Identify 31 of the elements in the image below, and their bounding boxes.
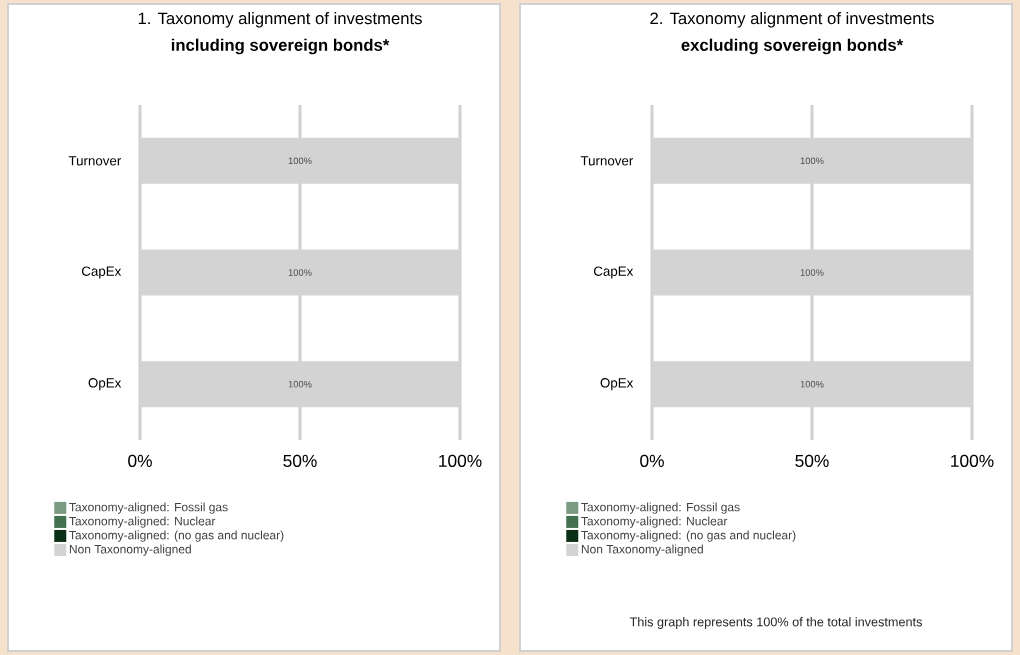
data-label: 100% <box>800 269 824 276</box>
text: This graph represents 100% of the total investments <box>629 617 922 629</box>
y-tick-label: CapEx <box>81 266 122 279</box>
chart-title: 2. Taxonomy alignment of investments <box>650 12 934 28</box>
data-label: 100% <box>800 157 824 165</box>
y-tick-label: OpEx <box>600 378 634 391</box>
legend-label: Taxonomy-aligned: Fossil gas <box>69 502 228 514</box>
x-tick-label: 100% <box>951 454 994 467</box>
legend-label: Taxonomy-aligned: Nuclear <box>69 516 216 528</box>
legend-label: Taxonomy-aligned: Nuclear <box>581 516 728 528</box>
y-tick-label: Turnover <box>68 156 122 166</box>
legend-label: Taxonomy-aligned: Fossil gas <box>581 502 740 514</box>
data-label: 100% <box>800 380 824 388</box>
legend-label: Taxonomy-aligned: (no gas and nuclear) <box>581 530 796 542</box>
y-tick-label: Turnover <box>580 156 634 166</box>
x-tick-label: 100% <box>439 454 482 467</box>
data-label: 100% <box>288 269 312 276</box>
legend-label: Non Taxonomy-aligned <box>69 544 191 556</box>
x-tick-label: 50% <box>795 454 829 467</box>
y-tick-label: CapEx <box>593 266 634 279</box>
x-tick-label: 50% <box>283 454 317 467</box>
chart-subtitle: excluding sovereign bonds* <box>681 38 904 55</box>
data-label: 100% <box>288 157 312 165</box>
data-label: 100% <box>288 380 312 388</box>
legend-label: Taxonomy-aligned: (no gas and nuclear) <box>69 530 284 542</box>
x-tick-label: 0% <box>128 454 152 467</box>
y-tick-label: OpEx <box>88 378 122 391</box>
chart-subtitle: including sovereign bonds* <box>171 38 390 55</box>
legend-label: Non Taxonomy-aligned <box>581 544 703 556</box>
chart-title: 1. Taxonomy alignment of investments <box>138 12 422 28</box>
x-tick-label: 0% <box>640 454 664 467</box>
